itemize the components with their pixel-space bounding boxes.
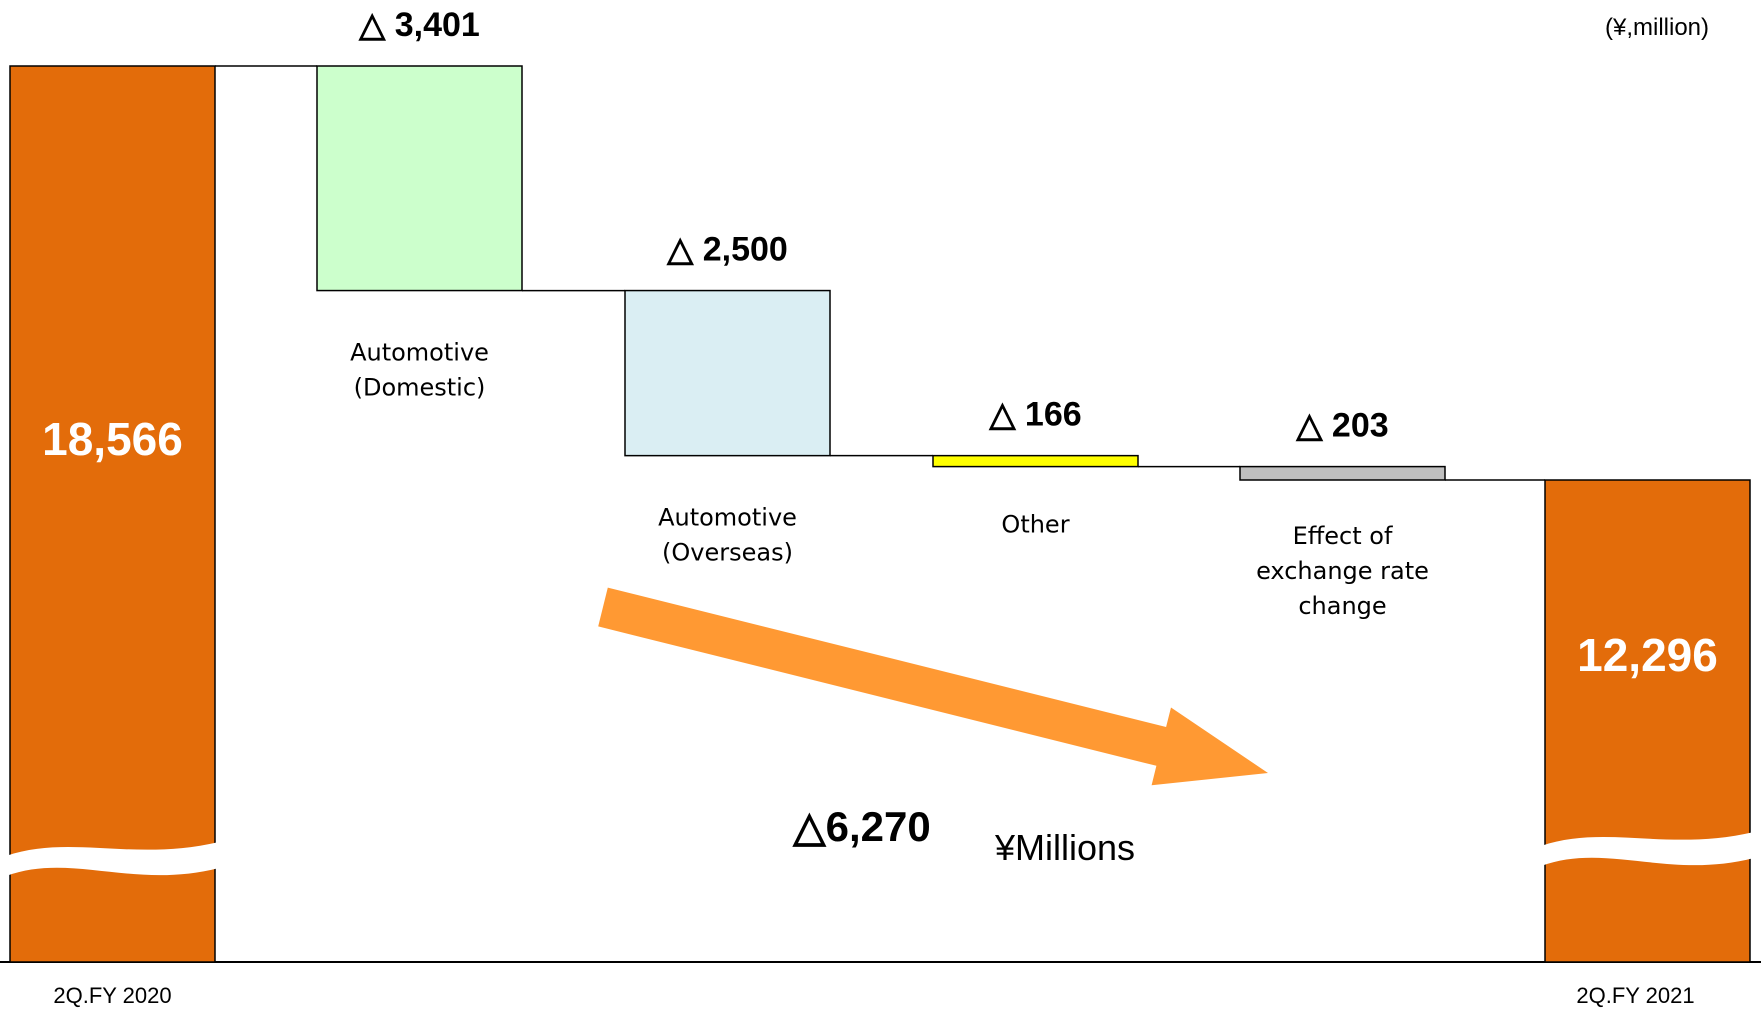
- bar-step-2-label-line-2: (Overseas): [662, 539, 793, 567]
- total-change-unit: ¥Millions: [994, 827, 1135, 868]
- labels-layer: 18,566 △ 3,401 Automotive (Domestic) △ 2,500…: [42, 6, 1718, 1008]
- bar-step-4-value: △ 203: [1295, 407, 1388, 445]
- bar-step-2-value: △ 2,500: [666, 231, 788, 269]
- bar-step-3-label-line-1: Other: [1001, 511, 1069, 539]
- bar-step-2-label-line-1: Automotive: [658, 504, 797, 532]
- bars-layer: [0, 65, 1761, 963]
- bar-end-value: 12,296: [1577, 629, 1718, 681]
- x-tick-end: 2Q.FY 2021: [1576, 983, 1694, 1008]
- bar-start: [9, 65, 216, 963]
- bar-end: [1544, 479, 1751, 963]
- bar-step-4-label-line-1: Effect of: [1293, 522, 1393, 550]
- total-change-label: △6,270: [792, 803, 930, 850]
- axis-break-start: [6, 842, 219, 876]
- bar-step-3: [932, 454, 1139, 468]
- trend-arrow-icon: [598, 587, 1268, 786]
- bar-step-4: [1239, 465, 1446, 481]
- bar-step-1: [316, 65, 523, 292]
- bar-step-1-label-line-1: Automotive: [350, 339, 489, 367]
- x-tick-start: 2Q.FY 2020: [53, 983, 171, 1008]
- unit-label: (¥,million): [1605, 14, 1709, 41]
- bar-step-3-value: △ 166: [988, 396, 1081, 434]
- bar-start-value: 18,566: [42, 413, 183, 465]
- axis-break-end: [1541, 832, 1754, 866]
- bar-step-4-label-line-3: change: [1298, 592, 1386, 620]
- bar-step-1-label-line-2: (Domestic): [354, 374, 486, 402]
- bar-step-4-label-line-2: exchange rate: [1256, 557, 1429, 585]
- bar-step-1-value: △ 3,401: [358, 6, 480, 44]
- bar-step-2: [624, 289, 831, 457]
